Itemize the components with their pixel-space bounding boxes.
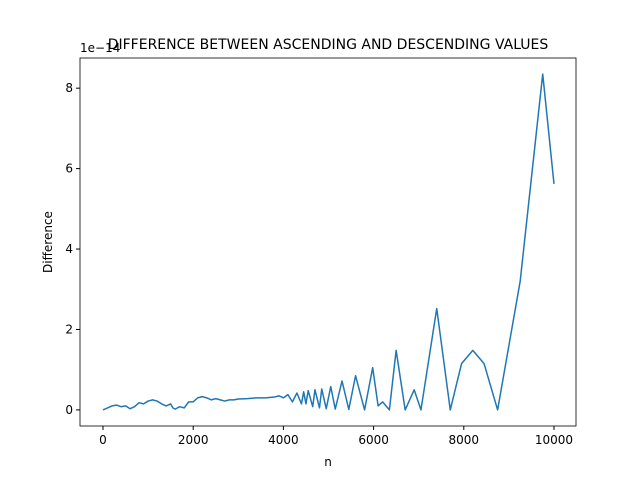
x-tick-label: 10000 bbox=[535, 433, 573, 447]
plot-frame bbox=[79, 57, 577, 427]
y-offset-label: 1e−14 bbox=[80, 41, 120, 55]
x-tick-label: 6000 bbox=[358, 433, 389, 447]
y-tick-label: 2 bbox=[65, 322, 73, 336]
x-tick-label: 2000 bbox=[178, 433, 209, 447]
x-tick-label: 0 bbox=[99, 433, 107, 447]
y-tick-label: 8 bbox=[65, 81, 73, 95]
y-axis-label: Difference bbox=[41, 211, 55, 273]
x-axis-label: n bbox=[324, 455, 332, 469]
y-tick-label: 4 bbox=[65, 242, 73, 256]
data-line bbox=[102, 73, 555, 411]
x-tick-label: 4000 bbox=[268, 433, 299, 447]
y-tick-label: 0 bbox=[65, 403, 73, 417]
chart-title: DIFFERENCE BETWEEN ASCENDING AND DESCEND… bbox=[108, 37, 549, 53]
x-tick-label: 8000 bbox=[449, 433, 480, 447]
y-tick-label: 6 bbox=[65, 162, 73, 176]
